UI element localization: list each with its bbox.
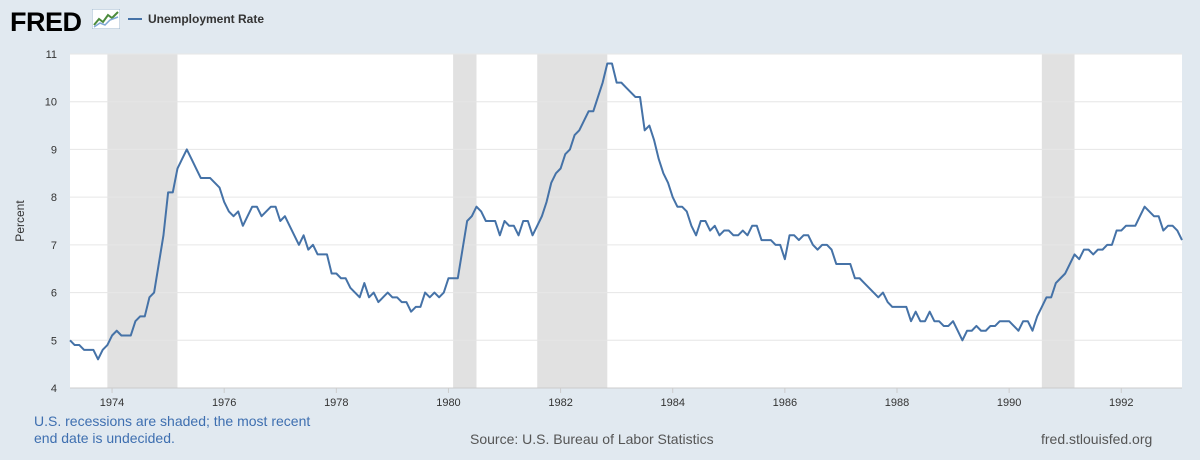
x-tick-label: 1988 bbox=[885, 397, 909, 409]
y-tick-label: 8 bbox=[51, 192, 57, 204]
x-tick-label: 1980 bbox=[436, 397, 460, 409]
x-tick-label: 1990 bbox=[997, 397, 1021, 409]
x-tick-label: 1986 bbox=[773, 397, 797, 409]
x-tick-label: 1984 bbox=[660, 397, 684, 409]
y-tick-label: 5 bbox=[51, 335, 57, 347]
x-tick-label: 1982 bbox=[548, 397, 572, 409]
series-group bbox=[69, 62, 1183, 361]
source-text: Source: U.S. Bureau of Labor Statistics bbox=[470, 431, 714, 447]
x-tick-label: 1976 bbox=[212, 397, 236, 409]
recession-band-4 bbox=[1041, 54, 1075, 388]
y-tick-labels: 4 5 6 7 8 9 10 11 bbox=[45, 49, 57, 395]
recession-band-1 bbox=[107, 54, 178, 388]
recession-band-2 bbox=[453, 54, 477, 388]
y-tick-label: 9 bbox=[51, 144, 57, 156]
y-tick-label: 7 bbox=[51, 240, 57, 252]
y-tick-label: 11 bbox=[46, 49, 57, 61]
recession-band-3 bbox=[537, 54, 608, 388]
series-line-unemployment-rate[interactable] bbox=[69, 62, 1183, 361]
plot-background bbox=[70, 54, 1182, 388]
legend-swatch bbox=[128, 18, 142, 20]
y-axis-label: Percent bbox=[13, 200, 27, 242]
y-tick-label: 4 bbox=[51, 383, 57, 395]
legend: Unemployment Rate bbox=[128, 12, 264, 26]
grid-lines bbox=[70, 53, 1182, 341]
recession-note-line1: U.S. recessions are shaded; the most rec… bbox=[34, 413, 311, 429]
header: FRED Unemployment Rate bbox=[0, 0, 1200, 40]
x-tick-label: 1978 bbox=[324, 397, 348, 409]
legend-label: Unemployment Rate bbox=[148, 12, 265, 26]
y-tick-label: 6 bbox=[51, 288, 57, 300]
logo-graph-icon bbox=[92, 9, 120, 29]
x-tick-label: 1992 bbox=[1109, 397, 1133, 409]
fred-logo[interactable]: FRED bbox=[10, 7, 82, 37]
recession-note-line2: end date is undecided. bbox=[34, 430, 175, 446]
recession-note: U.S. recessions are shaded; the most rec… bbox=[34, 413, 334, 447]
x-tick-labels: 1974 1976 1978 1980 1982 1984 1986 1988 1990 1992 bbox=[100, 388, 1134, 409]
x-tick-label: 1974 bbox=[100, 397, 124, 409]
site-link[interactable]: fred.stlouisfed.org bbox=[1041, 431, 1153, 447]
y-tick-label: 10 bbox=[45, 97, 57, 109]
